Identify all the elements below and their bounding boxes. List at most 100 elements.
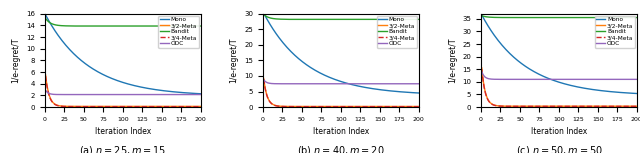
Mono <box>484 25 492 27</box>
3/2-Meta <box>301 106 309 107</box>
Mono <box>507 53 515 55</box>
Bandit <box>626 17 634 19</box>
Bandit <box>408 19 415 20</box>
ODC <box>301 83 309 85</box>
3/4-Meta <box>70 106 78 108</box>
3/4-Meta <box>507 105 515 107</box>
ODC <box>48 93 56 95</box>
Line: Bandit: Bandit <box>482 16 637 18</box>
3/4-Meta <box>626 105 634 107</box>
3/2-Meta <box>484 99 492 101</box>
Bandit <box>478 15 486 17</box>
3/4-Meta <box>408 106 415 108</box>
X-axis label: Iteration Index: Iteration Index <box>95 127 151 136</box>
X-axis label: Iteration Index: Iteration Index <box>531 127 587 136</box>
Mono <box>478 14 486 16</box>
3/2-Meta <box>406 106 413 107</box>
Mono <box>620 92 627 94</box>
ODC <box>42 89 49 91</box>
Bandit <box>520 17 528 19</box>
3/4-Meta <box>48 101 56 102</box>
Line: 3/4-Meta: 3/4-Meta <box>482 69 637 106</box>
Line: Mono: Mono <box>482 15 637 93</box>
3/4-Meta <box>266 101 274 103</box>
ODC <box>578 78 586 80</box>
Bandit <box>289 19 297 20</box>
3/4-Meta <box>184 106 191 108</box>
Bandit <box>508 17 515 19</box>
3/4-Meta <box>519 105 527 107</box>
Bandit <box>184 25 192 27</box>
Line: 3/2-Meta: 3/2-Meta <box>45 75 200 106</box>
Line: 3/2-Meta: 3/2-Meta <box>482 68 637 106</box>
Bandit <box>260 13 268 15</box>
3/2-Meta <box>266 101 274 103</box>
ODC <box>484 78 492 79</box>
ODC <box>633 78 640 80</box>
Mono <box>519 64 527 66</box>
3/4-Meta <box>42 75 49 77</box>
ODC <box>260 79 268 81</box>
3/4-Meta <box>301 106 309 108</box>
3/2-Meta <box>51 103 59 105</box>
Bandit <box>196 25 204 27</box>
Bandit <box>501 17 509 19</box>
3/2-Meta <box>269 104 277 105</box>
3/4-Meta <box>51 104 59 105</box>
3/4-Meta <box>623 105 630 107</box>
3/2-Meta <box>519 105 527 107</box>
Mono <box>70 53 78 55</box>
Line: 3/4-Meta: 3/4-Meta <box>45 76 200 107</box>
Title: (b) $n = 40, m = 20$: (b) $n = 40, m = 20$ <box>297 144 385 153</box>
Bandit <box>484 16 492 18</box>
Mono <box>301 63 309 65</box>
Mono <box>48 25 56 27</box>
3/2-Meta <box>507 105 515 107</box>
ODC <box>360 83 367 85</box>
Bandit <box>415 19 422 20</box>
3/4-Meta <box>269 104 277 106</box>
Mono <box>625 92 633 94</box>
Bandit <box>65 25 73 27</box>
3/2-Meta <box>623 105 630 107</box>
ODC <box>415 83 422 85</box>
Y-axis label: 1/e-regret/T: 1/e-regret/T <box>448 38 457 83</box>
ODC <box>403 83 410 85</box>
Line: 3/4-Meta: 3/4-Meta <box>264 79 419 107</box>
ODC <box>83 94 91 95</box>
Mono <box>407 92 415 93</box>
Mono <box>266 23 274 25</box>
ODC <box>269 83 277 85</box>
3/2-Meta <box>620 105 627 107</box>
3/2-Meta <box>487 103 495 104</box>
ODC <box>626 78 634 80</box>
Y-axis label: 1/e-regret/T: 1/e-regret/T <box>12 38 20 83</box>
ODC <box>478 71 486 73</box>
3/4-Meta <box>289 106 296 108</box>
Title: (c) $n = 50, m = 50$: (c) $n = 50, m = 50$ <box>515 144 602 153</box>
3/4-Meta <box>188 106 196 108</box>
3/2-Meta <box>196 105 204 107</box>
3/2-Meta <box>626 105 634 107</box>
Legend: Mono, 3/2-Meta, Bandit, 3/4-Meta, ODC: Mono, 3/2-Meta, Bandit, 3/4-Meta, ODC <box>159 15 199 48</box>
ODC <box>70 94 78 95</box>
ODC <box>487 78 495 80</box>
Line: Mono: Mono <box>264 13 419 93</box>
3/2-Meta <box>633 105 640 107</box>
3/4-Meta <box>83 106 91 108</box>
Mono <box>289 52 296 54</box>
Mono <box>633 93 640 94</box>
3/2-Meta <box>188 105 196 107</box>
Y-axis label: 1/e-regret/T: 1/e-regret/T <box>230 38 239 83</box>
Line: Mono: Mono <box>45 15 200 94</box>
Mono <box>260 12 268 14</box>
Mono <box>51 30 59 32</box>
Bandit <box>633 17 640 19</box>
Line: ODC: ODC <box>482 72 637 79</box>
Bandit <box>71 25 79 27</box>
Bandit <box>302 19 310 20</box>
Bandit <box>42 17 49 19</box>
ODC <box>408 83 415 85</box>
Bandit <box>621 17 628 19</box>
3/2-Meta <box>184 105 191 107</box>
